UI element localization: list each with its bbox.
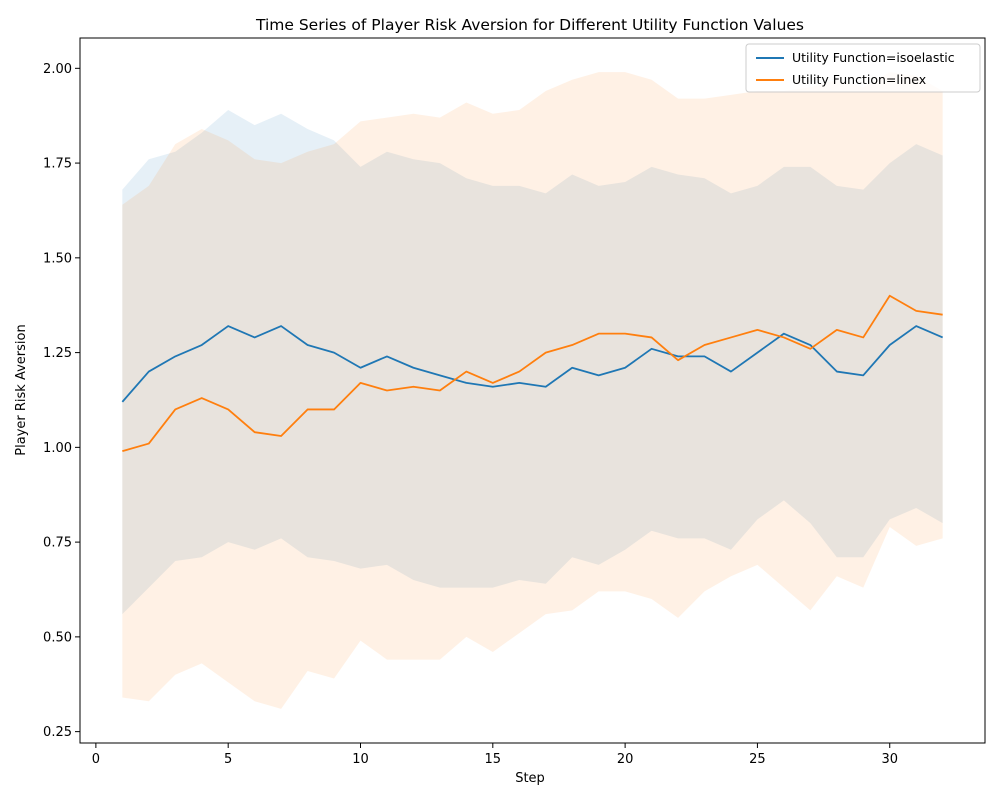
x-tick-label: 5 [224, 752, 232, 767]
x-tick-label: 25 [749, 752, 766, 767]
y-tick-label: 1.50 [43, 251, 72, 266]
legend-box [745, 43, 981, 93]
series-lines [121, 294, 944, 453]
y-tick-label: 0.50 [43, 630, 72, 645]
line-linex [122, 294, 943, 453]
x-tick-label: 20 [617, 752, 634, 767]
confidence-bands [122, 72, 943, 709]
x-tick-label: 10 [352, 752, 369, 767]
x-axis: 0 5 10 15 20 25 30 [92, 743, 898, 767]
x-tick-label: 15 [485, 752, 502, 767]
legend: Utility Function=isoelastic Utility Func… [745, 43, 981, 93]
y-tick-label: 1.00 [43, 441, 72, 456]
line-isoelastic [121, 325, 944, 403]
legend-label-linex: Utility Function=linex [792, 72, 926, 87]
y-tick-label: 1.25 [43, 346, 72, 361]
x-tick-label: 0 [92, 752, 100, 767]
chart-title: Time Series of Player Risk Aversion for … [255, 16, 804, 34]
x-tick-label: 30 [881, 752, 898, 767]
y-tick-label: 2.00 [43, 62, 72, 77]
y-tick-label: 0.75 [43, 536, 72, 551]
y-axis: 0.25 0.50 0.75 1.00 1.25 1.50 1.75 2.00 [43, 62, 80, 740]
y-tick-label: 1.75 [43, 157, 72, 172]
plot-frame [79, 37, 986, 744]
band-linex [122, 72, 943, 709]
legend-label-isoelastic: Utility Function=isoelastic [792, 50, 955, 65]
y-axis-label: Player Risk Aversion [14, 324, 29, 455]
x-axis-label: Step [515, 771, 545, 786]
y-tick-label: 0.25 [43, 725, 72, 740]
